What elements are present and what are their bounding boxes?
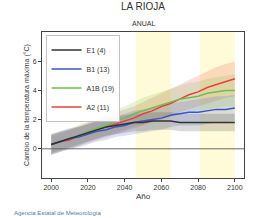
svg-text:E1 (4): E1 (4): [87, 47, 106, 55]
svg-text:LA RIOJA: LA RIOJA: [121, 1, 165, 12]
svg-text:6: 6: [33, 58, 37, 65]
svg-text:2020: 2020: [80, 184, 96, 191]
svg-text:A2 (11): A2 (11): [87, 104, 109, 112]
svg-text:A1B (19): A1B (19): [87, 85, 115, 93]
svg-text:4: 4: [33, 87, 37, 94]
svg-text:0: 0: [33, 145, 37, 152]
svg-text:Agencia Estatal de Meteorologí: Agencia Estatal de Meteorología: [14, 210, 101, 216]
svg-text:Año: Año: [136, 192, 151, 201]
svg-text:2: 2: [33, 116, 37, 123]
svg-text:ANUAL: ANUAL: [132, 20, 155, 27]
svg-text:2080: 2080: [190, 184, 206, 191]
svg-text:B1 (13): B1 (13): [87, 66, 110, 74]
svg-text:2040: 2040: [117, 184, 133, 191]
svg-text:2100: 2100: [227, 184, 243, 191]
svg-text:2060: 2060: [154, 184, 170, 191]
svg-text:Cambio de la temperatura máxim: Cambio de la temperatura máxima (°C): [23, 44, 31, 166]
svg-text:2000: 2000: [43, 184, 59, 191]
